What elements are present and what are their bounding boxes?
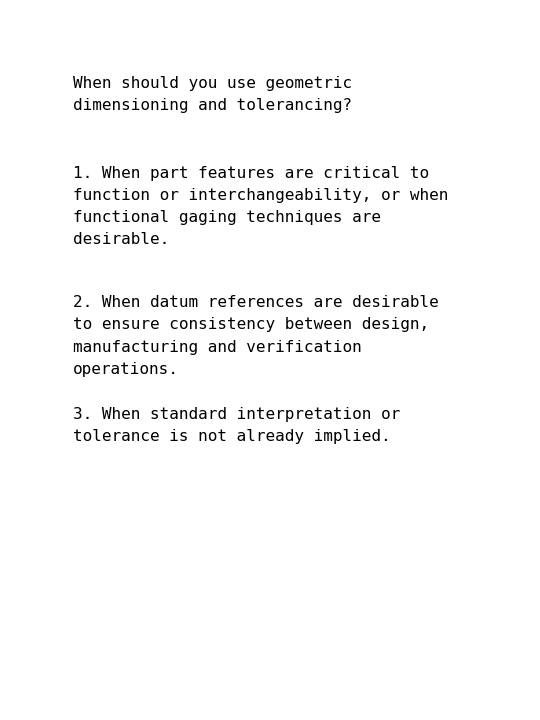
Text: 2. When datum references are desirable
to ensure consistency between design,
man: 2. When datum references are desirable t… — [73, 295, 438, 377]
Text: 1. When part features are critical to
function or interchangeability, or when
fu: 1. When part features are critical to fu… — [73, 166, 448, 247]
Text: When should you use geometric
dimensioning and tolerancing?: When should you use geometric dimensioni… — [73, 76, 352, 113]
Text: 3. When standard interpretation or
tolerance is not already implied.: 3. When standard interpretation or toler… — [73, 407, 400, 444]
